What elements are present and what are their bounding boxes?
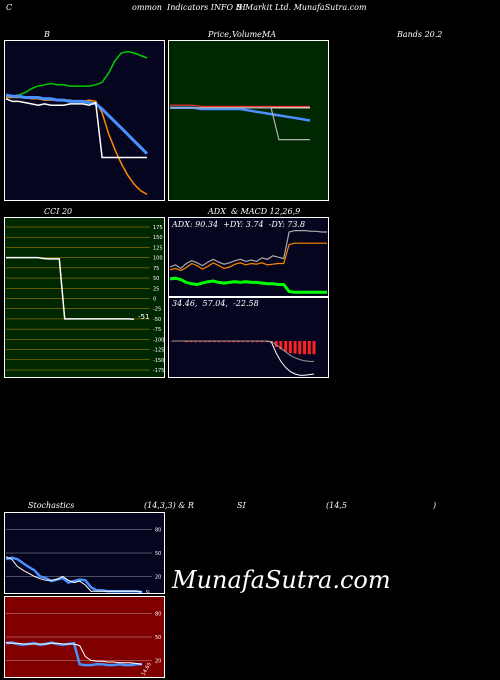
macd-bar [184, 341, 188, 343]
watermark: MunafaSutra.com [172, 566, 391, 594]
macd-values: 34.46, 57.04, -22.58 [172, 299, 259, 308]
bands-title: Bands 20.2 [397, 30, 443, 39]
cci-tick-label: 175 [153, 225, 163, 231]
cci-title: CCI 20 [44, 207, 73, 216]
pv-series-0 [170, 104, 310, 108]
macd-bar [284, 341, 288, 352]
rsi-series-1 [5, 642, 143, 665]
macd-bar [260, 341, 264, 343]
macd-bar [208, 341, 212, 343]
panel-background [4, 40, 165, 201]
macd-bar [246, 341, 250, 343]
macd-bar [227, 341, 231, 343]
pv-series-3 [170, 107, 310, 141]
macd-bar [241, 341, 245, 343]
macd-bar [222, 341, 226, 343]
panel-background [4, 217, 165, 378]
adx-chart [168, 217, 329, 297]
macd-bar [250, 341, 254, 343]
rsi-tick-label: 80 [155, 612, 161, 618]
ma-title: MA [262, 30, 276, 39]
cci-tick-label: -175 [153, 368, 164, 374]
cci-tick-label: -125 [153, 348, 164, 354]
macd-bar [255, 341, 259, 343]
macd-bar [303, 341, 307, 355]
macd-bar [312, 341, 316, 355]
macd-bar [194, 341, 198, 343]
cci-tick-label: -150 [153, 358, 164, 364]
cci-tick-label: 150 [153, 235, 163, 241]
macd-bar [189, 341, 193, 343]
macd-bar [232, 341, 236, 343]
macd-bar [213, 341, 217, 343]
volume-title: Volume, [232, 30, 265, 39]
cci-tick-label: 125 [153, 245, 163, 251]
macd-bar [298, 341, 302, 355]
stoch-tick-label: 20 [155, 574, 161, 580]
header-c: C [6, 3, 13, 12]
price-volume-chart [168, 40, 329, 201]
cci-tick-label: 0 [153, 297, 156, 303]
bb-series-3 [5, 98, 147, 159]
macd-bar [217, 341, 221, 343]
adx-series-0 [169, 230, 327, 270]
macd-bar [203, 341, 207, 343]
bb-series-0 [5, 50, 148, 99]
cci-tick-label: 50 [153, 276, 159, 282]
adx-values: ADX: 90.34 +DY: 3.74 -DY: 73.8 [172, 220, 306, 229]
macd-line-1 [172, 340, 314, 362]
stoch-tick-label: 80 [155, 528, 161, 534]
macd-bar [293, 341, 297, 354]
bollinger-chart [4, 40, 165, 201]
adx-macd-title: ADX & MACD 12,26,9 [208, 207, 301, 216]
macd-bar [307, 341, 311, 355]
panel-background [168, 40, 329, 201]
macd-bar [236, 341, 240, 343]
stochastics-chart: 80 50 20 0 [4, 512, 165, 594]
rsi-close: ) [433, 501, 437, 510]
cci-line [6, 256, 135, 321]
cci-tick-label: 100 [153, 256, 163, 262]
macd-bar [198, 341, 202, 343]
bb-series-2 [5, 93, 149, 155]
macd-chart [168, 297, 329, 378]
header-title-right: S Markit Ltd. MunafaSutra.com [237, 3, 367, 12]
stoch-series-1 [5, 556, 143, 593]
macd-bar [265, 341, 269, 343]
cci-last-value: -51 [138, 313, 149, 321]
cci-tick-label: -75 [153, 327, 161, 333]
macd-bar [288, 341, 292, 353]
cci-tick-label: 75 [153, 266, 159, 272]
price-title: Price, [208, 30, 232, 39]
cci-tick-label: -100 [153, 337, 164, 343]
macd-bar [279, 341, 283, 350]
rsi-tick-label: 20 [155, 658, 161, 664]
header-title-left: ommon Indicators INFO IH [132, 3, 246, 12]
cci-tick-label: -25 [153, 307, 161, 313]
cci-tick-label: 25 [153, 286, 159, 292]
macd-bar [274, 341, 278, 347]
rsi-tick-label: 50 [155, 635, 161, 641]
stoch-tick-label: 50 [155, 551, 161, 557]
panel-background [168, 297, 329, 378]
adx-series-2 [169, 242, 327, 272]
bb-title: B [44, 30, 50, 39]
adx-series-1 [169, 276, 327, 294]
rsi-title: SI [237, 501, 246, 510]
stoch-title: Stochastics [28, 501, 75, 510]
cci-chart: 175 150 125 100 75 50 25 0 -25 -50 -75 -100 -125 -150… [4, 217, 165, 378]
stoch-params: (14,3,3) & R [144, 501, 194, 510]
rsi-params: (14,5 [326, 501, 347, 510]
cci-tick-label: -50 [153, 317, 161, 323]
stoch-last-value: 0 [145, 589, 151, 594]
